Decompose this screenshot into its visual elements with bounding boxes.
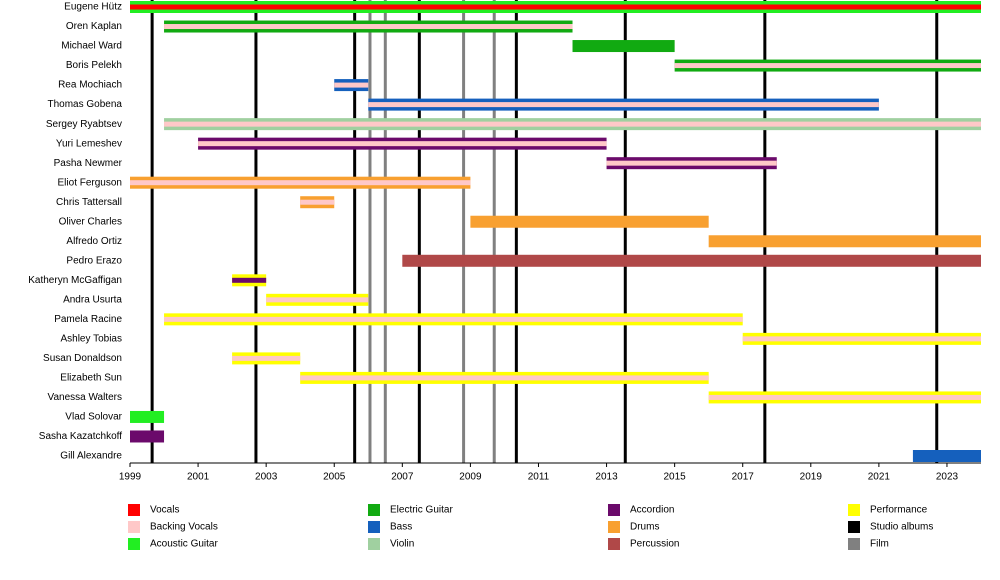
x-tick-label: 2003 [255,472,278,483]
member-bar-stripe [266,297,369,303]
x-tick-label: 2005 [323,472,346,483]
member-name: Boris Pelekh [66,60,122,71]
member-bar [470,215,709,228]
x-tick-label: 1999 [119,472,142,483]
legend-label: Electric Guitar [390,505,453,516]
legend-swatch [368,504,380,516]
legend-swatch [848,504,860,516]
member-bar-stripe [300,199,335,205]
member-bar [572,40,675,53]
legend-swatch [368,521,380,533]
legend-label: Performance [870,505,928,516]
x-tick-label: 2013 [595,472,618,483]
member-name: Alfredo Ortiz [66,236,122,247]
legend-label: Film [870,539,889,550]
member-bar-stripe [300,375,709,381]
member-name: Yuri Lemeshev [56,138,122,149]
member-bar-stripe [164,121,982,127]
legend-label: Vocals [150,505,179,516]
legend-swatch [128,538,140,550]
legend-label: Violin [390,539,414,550]
member-name: Thomas Gobena [48,99,123,110]
member-name: Ashley Tobias [60,334,122,345]
member-name: Katheryn McGaffigan [28,275,122,286]
legend-label: Bass [390,522,412,533]
x-tick-label: 2021 [868,472,891,483]
member-bar [912,450,981,462]
member-bar-stripe [606,160,777,166]
member-name: Pasha Newmer [54,158,123,169]
member-bar-stripe [130,4,981,10]
member-bar-stripe [232,355,301,361]
legend-label: Percussion [630,539,679,550]
x-tick-label: 2001 [187,472,210,483]
member-bar-stripe [164,24,573,30]
legend-swatch [608,538,620,550]
x-tick-label: 2019 [800,472,823,483]
member-bar-stripe [164,316,743,322]
x-tick-label: 2017 [732,472,755,483]
member-name: Susan Donaldson [43,353,122,364]
member-bar-stripe [334,82,369,88]
legend-swatch [848,538,860,550]
member-name: Oren Kaplan [66,21,122,32]
legend-label: Accordion [630,505,674,516]
member-bar [402,254,981,267]
member-name: Pamela Racine [54,314,122,325]
member-name: Pedro Erazo [66,255,122,266]
x-tick-label: 2009 [459,472,482,483]
member-name: Elizabeth Sun [60,373,122,384]
member-name: Andra Usurta [63,294,122,305]
member-bar-stripe [232,277,267,283]
legend-swatch [128,521,140,533]
member-name: Vlad Solovar [65,412,122,423]
member-bar-stripe [742,336,981,342]
member-bar [708,235,981,248]
member-bar-stripe [368,102,879,108]
x-tick-label: 2011 [528,472,550,483]
legend-swatch [848,521,860,533]
member-bar [130,410,165,423]
member-name: Sergey Ryabtsev [46,119,122,130]
member-name: Michael Ward [61,41,122,52]
legend-label: Studio albums [870,522,933,533]
member-name: Vanessa Walters [48,392,122,403]
legend-swatch [608,504,620,516]
x-tick-label: 2023 [936,472,959,483]
legend-label: Drums [630,522,659,533]
member-bar-stripe [198,141,607,147]
member-name: Chris Tattersall [56,197,122,208]
member-bar-stripe [674,63,981,69]
legend-swatch [128,504,140,516]
member-name: Eugene Hütz [64,2,122,13]
x-tick-label: 2015 [664,472,687,483]
member-name: Gill Alexandre [60,451,122,462]
x-tick-label: 2007 [391,472,414,483]
member-name: Sasha Kazatchkoff [39,431,122,442]
member-bar [130,430,165,443]
legend-swatch [368,538,380,550]
member-name: Rea Mochiach [58,80,122,91]
legend-label: Acoustic Guitar [150,539,218,550]
legend-swatch [608,521,620,533]
member-bar-stripe [708,394,981,400]
member-name: Eliot Ferguson [58,177,122,188]
member-bar-stripe [130,180,471,186]
legend-label: Backing Vocals [150,522,218,533]
member-name: Oliver Charles [59,216,122,227]
